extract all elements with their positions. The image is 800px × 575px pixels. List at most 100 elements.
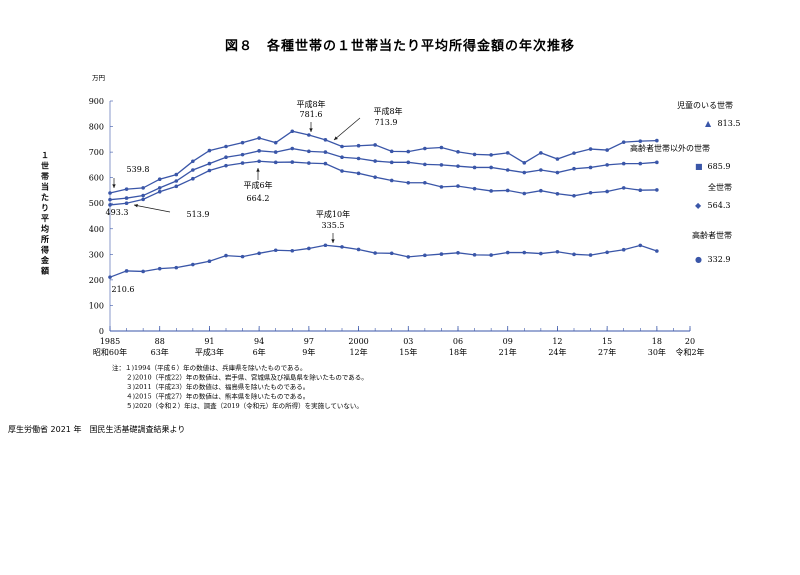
x-tick-era-label: 昭和60年 [93, 347, 127, 357]
data-point [323, 138, 328, 142]
data-point [389, 160, 394, 165]
data-point [638, 139, 643, 143]
series-end-marker: ● [695, 255, 702, 264]
series-end-value: 332.9 [708, 255, 731, 264]
data-point [124, 187, 129, 191]
data-point [588, 190, 593, 195]
data-point [323, 243, 328, 248]
annotation-arrow [333, 117, 361, 141]
y-tick-label: 100 [89, 301, 104, 310]
data-point [356, 156, 361, 161]
x-tick-label: 03 [403, 337, 413, 346]
data-point [406, 160, 411, 165]
chart-notes: 注：１)1994（平成６）年の数値は、兵庫県を除いたものである。２)2010（平… [112, 363, 368, 410]
data-point [340, 155, 344, 160]
x-tick-label: 06 [453, 337, 463, 346]
data-point [389, 178, 394, 183]
note-line: ２)2010（平成22）年の数値は、岩手県、宮城県及び福島県を除いたものである。 [126, 373, 368, 382]
data-point [290, 248, 295, 253]
data-point [555, 191, 560, 196]
data-point [572, 194, 576, 198]
data-point [621, 140, 626, 144]
series-name-label: 高齢者世帯以外の世帯 [630, 143, 710, 153]
data-point [141, 269, 145, 274]
data-point [273, 140, 278, 145]
note-line: ４)2015（平成27）年の数値は、熊本県を除いたものである。 [126, 392, 309, 401]
series-line-1 [109, 130, 657, 194]
data-point [157, 177, 162, 181]
data-point [389, 251, 394, 256]
data-point [108, 203, 112, 207]
data-point [108, 275, 112, 279]
annotation-arrowhead [256, 168, 260, 172]
y-tick-label: 800 [89, 123, 104, 132]
data-point [406, 255, 411, 259]
data-point [257, 159, 261, 164]
data-point [439, 185, 444, 189]
data-point [273, 248, 278, 253]
data-point [489, 153, 493, 157]
data-point [638, 188, 643, 192]
data-point [588, 253, 593, 257]
annotation-era: 平成6年 [243, 180, 272, 190]
data-point [124, 269, 129, 273]
x-tick-era-label: 15年 [399, 347, 417, 357]
y-tick-label: 700 [89, 148, 104, 157]
annotation-arrowhead [309, 128, 313, 132]
data-point [340, 169, 344, 173]
data-point [539, 251, 543, 256]
series-end-value: 564.3 [708, 201, 731, 210]
annotation-value: 513.9 [187, 210, 210, 219]
data-point [373, 251, 377, 255]
data-point [588, 147, 593, 151]
annotation-arrowhead [331, 239, 335, 243]
data-point [207, 148, 212, 153]
data-point [489, 165, 493, 170]
data-point [124, 196, 129, 200]
data-point [290, 129, 295, 134]
data-point [588, 165, 593, 170]
x-tick-era-label: 27年 [598, 347, 616, 357]
data-point [174, 184, 179, 189]
data-point [621, 161, 626, 166]
series-end-value: 813.5 [718, 119, 741, 128]
data-point [406, 149, 411, 154]
data-point [605, 163, 609, 167]
data-point [373, 159, 377, 163]
annotation-arrow [133, 204, 171, 213]
data-point [505, 250, 510, 255]
data-point [108, 191, 112, 195]
data-point [340, 144, 344, 149]
data-point [555, 249, 560, 254]
data-point [240, 140, 245, 145]
data-point [489, 189, 493, 193]
note-line: 注：１)1994（平成６）年の数値は、兵庫県を除いたものである。 [112, 363, 307, 372]
data-point [456, 251, 460, 255]
data-point [621, 247, 626, 252]
data-point [323, 150, 328, 154]
x-tick-label: 2000 [348, 337, 368, 346]
y-axis-label-char: 所 [40, 234, 49, 244]
note-line: ３)2011（平成23）年の数値は、福島県を除いたものである。 [126, 382, 309, 391]
annotation-value: 781.6 [300, 110, 323, 119]
data-point [655, 188, 659, 192]
series-line-3 [109, 160, 657, 206]
x-tick-label: 97 [304, 337, 314, 346]
data-point [555, 157, 560, 161]
series-line-2 [109, 147, 657, 201]
data-point [621, 186, 626, 190]
series-name-label: 高齢者世帯 [692, 230, 732, 240]
data-point [290, 146, 295, 151]
x-tick-label: 91 [204, 337, 214, 346]
annotation-value: 210.6 [112, 285, 135, 294]
data-point [572, 151, 576, 155]
data-point [505, 151, 510, 155]
data-point [555, 170, 560, 175]
data-point [257, 136, 261, 140]
data-point [207, 161, 212, 166]
y-ticks: 0 100 200 300 400 500 600 700 800 900 [89, 97, 113, 336]
data-point [522, 250, 527, 255]
annotation-value: 664.2 [247, 194, 270, 203]
data-point [522, 191, 527, 196]
